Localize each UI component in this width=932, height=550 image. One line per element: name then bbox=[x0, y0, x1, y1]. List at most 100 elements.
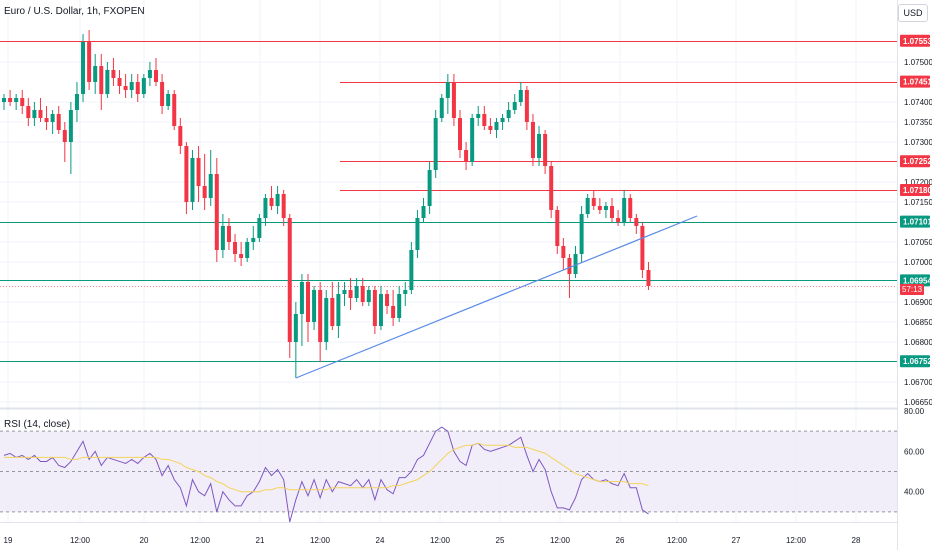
candle-body bbox=[518, 90, 523, 102]
candle-body bbox=[506, 110, 511, 118]
countdown-label: 57:13 bbox=[902, 285, 923, 294]
candle-body bbox=[208, 174, 213, 198]
time-tick-label: 25 bbox=[496, 536, 505, 545]
candle-body bbox=[470, 118, 475, 162]
time-tick-label: 12:00 bbox=[70, 536, 91, 545]
candle-body bbox=[500, 118, 505, 122]
time-axis[interactable]: 19 12:00 20 12:00 21 12:00 24 12:00 25 12:00 26 12:… bbox=[4, 536, 861, 545]
candle-body bbox=[2, 98, 6, 102]
candle-body bbox=[226, 226, 231, 242]
price-tick-label: 1.06650 bbox=[904, 398, 932, 407]
candle-body bbox=[99, 66, 104, 94]
candle-body bbox=[354, 286, 359, 298]
candle-body bbox=[154, 70, 158, 82]
chart-title: Euro / U.S. Dollar, 1h, FXOPEN bbox=[4, 6, 145, 17]
candle-body bbox=[190, 158, 195, 202]
candle-body bbox=[415, 218, 420, 250]
price-tag-label: 1.07451 bbox=[903, 78, 932, 87]
candle-body bbox=[403, 290, 408, 294]
time-tick-label: 12:00 bbox=[190, 536, 211, 545]
candle-body bbox=[646, 270, 651, 286]
candle-body bbox=[324, 298, 329, 342]
candle-body bbox=[591, 198, 596, 206]
candle-body bbox=[147, 70, 152, 78]
candle-body bbox=[391, 306, 396, 318]
candle-body bbox=[44, 118, 49, 122]
candle-body bbox=[306, 282, 310, 322]
currency-badge[interactable]: USD bbox=[898, 4, 928, 22]
candle-body bbox=[281, 194, 286, 218]
candle-body bbox=[62, 130, 67, 142]
time-tick-label: 12:00 bbox=[430, 536, 451, 545]
price-tick-label: 1.06900 bbox=[904, 298, 932, 307]
candle-body bbox=[451, 82, 456, 118]
candle-body bbox=[26, 106, 31, 118]
price-tick-label: 1.07050 bbox=[904, 238, 932, 247]
price-tick-label: 1.06800 bbox=[904, 338, 932, 347]
rsi-title: RSI (14, close) bbox=[4, 419, 71, 430]
rsi-tick-label: 40.00 bbox=[904, 488, 925, 497]
price-axis[interactable]: 1.06650 1.06700 1.06800 1.06850 1.06900 1.070… bbox=[898, 0, 932, 550]
candle-body bbox=[166, 94, 171, 106]
candle-body bbox=[81, 42, 86, 94]
candle-body bbox=[8, 98, 13, 102]
candle-body bbox=[360, 286, 365, 302]
trendline bbox=[295, 215, 698, 379]
candle-body bbox=[573, 254, 578, 274]
candle-body bbox=[287, 218, 292, 342]
price-tag-label: 1.07101 bbox=[903, 218, 932, 227]
candle-body bbox=[117, 78, 122, 86]
price-tag-bg bbox=[900, 215, 930, 228]
candle-body bbox=[549, 166, 554, 210]
candle-body bbox=[56, 114, 61, 130]
price-tick-label: 1.07400 bbox=[904, 98, 932, 107]
price-tick-label: 1.07150 bbox=[904, 198, 932, 207]
rsi-line bbox=[3, 426, 649, 523]
candle-body bbox=[336, 294, 341, 326]
candle-body bbox=[634, 218, 639, 226]
candle-body bbox=[318, 290, 323, 342]
candle-body bbox=[561, 246, 566, 258]
candle-body bbox=[93, 66, 98, 82]
price-tag-bg bbox=[900, 34, 930, 47]
candle-body bbox=[330, 298, 335, 326]
price-tag-bg bbox=[900, 75, 930, 88]
candle-body bbox=[579, 214, 584, 254]
price-tag-label: 1.06954 bbox=[903, 276, 932, 285]
candle-body bbox=[342, 290, 347, 294]
price-tag-bg bbox=[900, 184, 930, 196]
price-tick-label: 1.07300 bbox=[904, 138, 932, 147]
candle-body bbox=[38, 110, 43, 118]
candle-body bbox=[202, 186, 207, 198]
candle-body bbox=[68, 110, 73, 142]
candle-body bbox=[512, 102, 517, 110]
candle-body bbox=[603, 206, 608, 210]
candle-body bbox=[439, 98, 444, 118]
candle-body bbox=[214, 174, 219, 250]
candle-body bbox=[597, 206, 602, 210]
time-tick-label: 12:00 bbox=[310, 536, 331, 545]
candle-body bbox=[476, 114, 481, 118]
candle-body bbox=[20, 98, 25, 106]
candle-body bbox=[275, 194, 280, 206]
price-tag-label: 1.07252 bbox=[903, 157, 932, 166]
time-tick-label: 12:00 bbox=[786, 536, 807, 545]
price-tick-label: 1.07000 bbox=[904, 258, 932, 267]
time-tick-label: 28 bbox=[852, 536, 861, 545]
countdown-tag-bg bbox=[900, 284, 924, 295]
candle-body bbox=[445, 82, 450, 98]
candle-body bbox=[348, 290, 353, 298]
price-tick-label: 1.07200 bbox=[904, 178, 932, 187]
candle-body bbox=[135, 82, 140, 94]
candle-body bbox=[32, 110, 37, 118]
candle-body bbox=[141, 78, 146, 94]
candle-body bbox=[378, 294, 383, 326]
price-tag-bg bbox=[900, 155, 930, 168]
candle-body bbox=[269, 198, 274, 206]
candle-body bbox=[172, 94, 177, 126]
candle-body bbox=[111, 70, 116, 78]
price-tick-label: 1.07500 bbox=[904, 58, 932, 67]
rsi-pane bbox=[0, 426, 897, 523]
price-tag-label: 1.06752 bbox=[903, 357, 932, 366]
